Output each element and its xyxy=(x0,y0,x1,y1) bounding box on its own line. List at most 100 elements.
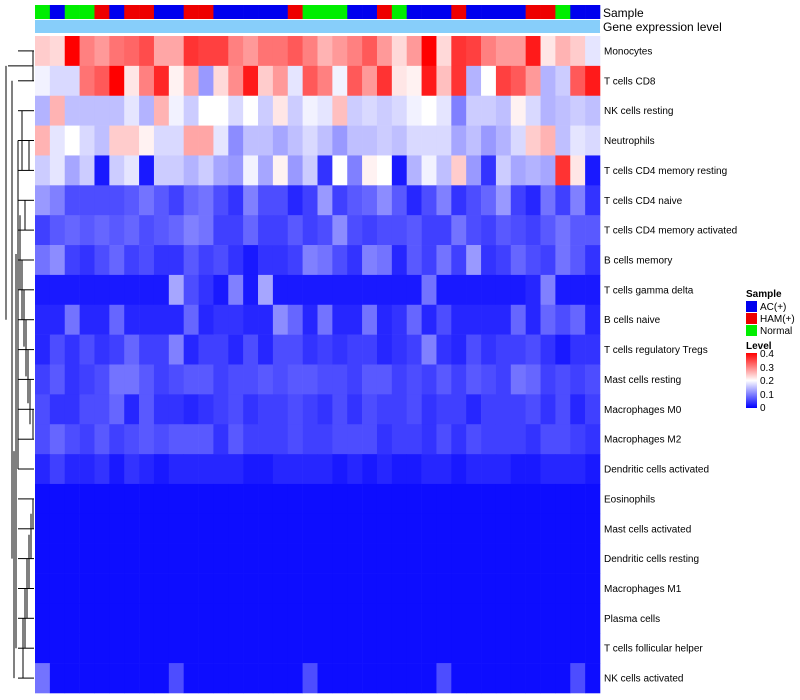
sample-annotation-bar xyxy=(35,5,601,19)
heatmap-cell xyxy=(79,334,95,365)
heatmap-cell xyxy=(228,663,244,694)
heatmap-cell xyxy=(555,185,571,216)
sample-annotation-cell xyxy=(168,5,184,19)
heatmap-cell xyxy=(451,364,467,395)
heatmap-cell xyxy=(35,155,51,186)
heatmap-cell xyxy=(466,543,482,574)
heatmap-cell xyxy=(213,155,229,186)
heatmap-cell xyxy=(555,95,571,126)
heatmap-cell xyxy=(168,543,184,574)
heatmap-cell xyxy=(272,573,289,604)
heatmap-cell xyxy=(228,364,244,395)
heatmap-cell xyxy=(272,36,289,67)
heatmap-cell xyxy=(94,125,110,156)
heatmap-cell xyxy=(109,185,125,216)
heatmap-cell xyxy=(79,185,95,216)
heatmap-cell xyxy=(391,513,408,544)
heatmap-cell xyxy=(585,394,601,425)
heatmap-cell xyxy=(183,573,199,604)
heatmap-cell xyxy=(35,185,51,216)
heatmap-cell xyxy=(287,334,303,365)
heatmap-cell xyxy=(49,304,66,335)
heatmap-cell xyxy=(332,394,348,425)
level-legend-tick-2: 0.2 xyxy=(760,376,774,387)
heatmap-cell xyxy=(495,483,512,515)
heatmap-cell xyxy=(317,245,333,276)
level-legend-tick-3: 0.1 xyxy=(760,390,774,401)
heatmap-cell xyxy=(213,125,229,156)
heatmap-cell xyxy=(436,125,452,156)
heatmap-cell xyxy=(228,125,244,156)
heatmap-cell xyxy=(302,334,318,365)
sample-annotation-cell xyxy=(451,5,467,19)
heatmap-cell xyxy=(362,274,378,306)
heatmap-cell xyxy=(436,663,452,694)
heatmap-cell xyxy=(139,364,155,395)
heatmap-cell xyxy=(272,364,289,395)
heatmap-cell xyxy=(570,394,586,425)
heatmap-cell xyxy=(64,304,80,335)
heatmap-cell xyxy=(153,513,170,544)
heatmap-cell xyxy=(391,95,408,126)
heatmap-cell xyxy=(317,36,333,67)
heatmap-cell xyxy=(139,95,155,126)
heatmap-cell xyxy=(421,334,437,365)
heatmap-cell xyxy=(421,274,437,306)
heatmap-cell xyxy=(198,483,214,515)
heatmap-cell xyxy=(525,155,541,186)
heatmap-cell xyxy=(436,185,452,216)
heatmap-cell xyxy=(421,95,437,126)
heatmap-cell xyxy=(317,663,333,694)
heatmap-cell xyxy=(525,424,541,455)
heatmap-cell xyxy=(213,364,229,395)
heatmap-cell xyxy=(317,155,333,186)
row-label: Eosinophils xyxy=(604,494,655,505)
heatmap-cell xyxy=(555,125,571,156)
heatmap-cell xyxy=(495,513,512,544)
heatmap-cell xyxy=(451,663,467,694)
heatmap-cell xyxy=(198,394,214,425)
heatmap-cell xyxy=(94,573,110,604)
heatmap-cell xyxy=(258,245,274,276)
heatmap-cell xyxy=(287,274,303,306)
heatmap-cell xyxy=(64,603,80,634)
heatmap-cell xyxy=(228,543,244,574)
heatmap-cell xyxy=(362,155,378,186)
heatmap-cell xyxy=(79,155,95,186)
heatmap-cell xyxy=(124,125,140,156)
heatmap-cell xyxy=(243,274,259,306)
heatmap-cell xyxy=(64,185,80,216)
heatmap-cell xyxy=(139,603,155,634)
heatmap-cell xyxy=(49,334,66,365)
heatmap-cell xyxy=(109,543,125,574)
heatmap-cell xyxy=(510,304,526,335)
heatmap-cell xyxy=(347,155,363,186)
heatmap-cell xyxy=(272,125,289,156)
heatmap-cell xyxy=(570,334,586,365)
row-label: T cells gamma delta xyxy=(604,285,694,296)
heatmap-cell xyxy=(213,513,229,544)
heatmap-cell xyxy=(555,633,571,664)
heatmap-cell xyxy=(466,334,482,365)
heatmap-cell xyxy=(139,543,155,574)
heatmap-cell xyxy=(436,155,452,186)
heatmap-cell xyxy=(153,483,170,515)
heatmap-cell xyxy=(495,603,512,634)
heatmap-cell xyxy=(139,394,155,425)
heatmap-cell xyxy=(287,633,303,664)
heatmap-cell xyxy=(258,364,274,395)
heatmap-cell xyxy=(287,125,303,156)
heatmap-cell xyxy=(49,36,66,67)
heatmap-cell xyxy=(481,155,497,186)
heatmap-cell xyxy=(228,454,244,485)
heatmap-cell xyxy=(540,334,556,365)
heatmap-cell xyxy=(525,65,541,97)
heatmap-cell xyxy=(510,394,526,425)
row-label: Dendritic cells resting xyxy=(604,554,699,565)
heatmap-cell xyxy=(481,274,497,306)
level-legend-tick-1: 0.3 xyxy=(760,363,774,374)
heatmap-cell xyxy=(302,364,318,395)
row-label: Macrophages M1 xyxy=(604,584,682,595)
heatmap-cell xyxy=(272,663,289,694)
heatmap-cell xyxy=(362,603,378,634)
